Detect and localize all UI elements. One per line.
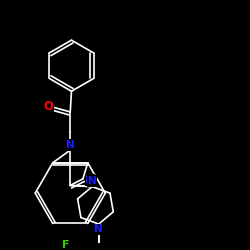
Text: N: N <box>88 176 96 186</box>
Text: N: N <box>85 175 94 185</box>
Text: O: O <box>43 100 53 113</box>
Text: N: N <box>88 176 96 186</box>
Text: N: N <box>66 140 74 150</box>
Text: F: F <box>62 240 69 250</box>
Text: N: N <box>94 224 103 234</box>
